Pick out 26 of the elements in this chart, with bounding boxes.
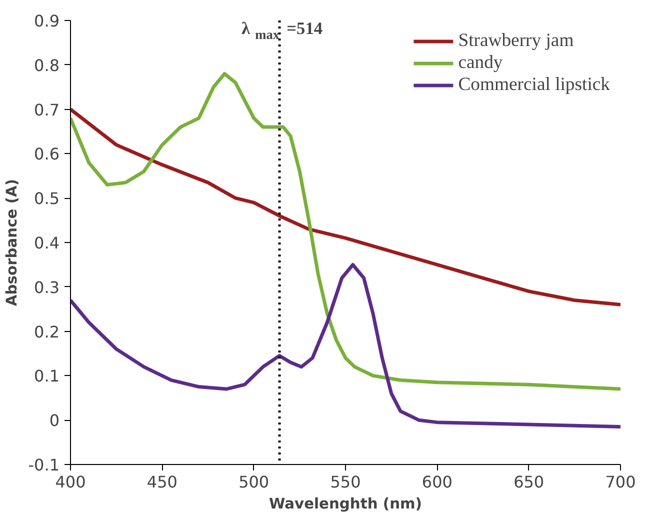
y-tick-label: 0.6 (34, 144, 60, 164)
y-tick-label: 0.5 (34, 189, 60, 208)
y-tick-label: -0.1 (28, 456, 60, 474)
x-tick-label: 450 (146, 472, 178, 492)
y-tick-label: 0.9 (34, 12, 60, 30)
x-tick-label: 600 (422, 472, 452, 492)
line-series (70, 72, 620, 391)
line-series (70, 262, 620, 429)
legend-label: Strawberry jam (458, 30, 574, 52)
y-tick-label: 0.4 (34, 234, 60, 252)
y-tick-label: 0.2 (34, 322, 60, 342)
y-axis-title: Absorbance (A) (3, 178, 20, 306)
x-axis-title: Wavelenghth (nm) (269, 496, 422, 512)
y-tick-label: 0.8 (34, 56, 60, 75)
y-tick-label: 0.3 (34, 278, 60, 297)
x-tick-label: 700 (605, 472, 636, 492)
x-tick-label: 650 (514, 472, 544, 492)
x-tick-label: 500 (238, 472, 270, 492)
legend-label: candy (458, 52, 503, 74)
y-tick-label: 0.7 (34, 100, 60, 120)
y-tick-label: 0 (49, 411, 60, 430)
x-tick-label: 400 (55, 472, 86, 492)
line-series (70, 108, 620, 306)
y-tick-label: 0.1 (34, 366, 60, 386)
legend-label: Commercial lipstick (458, 74, 610, 96)
x-tick-label: 550 (330, 472, 361, 492)
